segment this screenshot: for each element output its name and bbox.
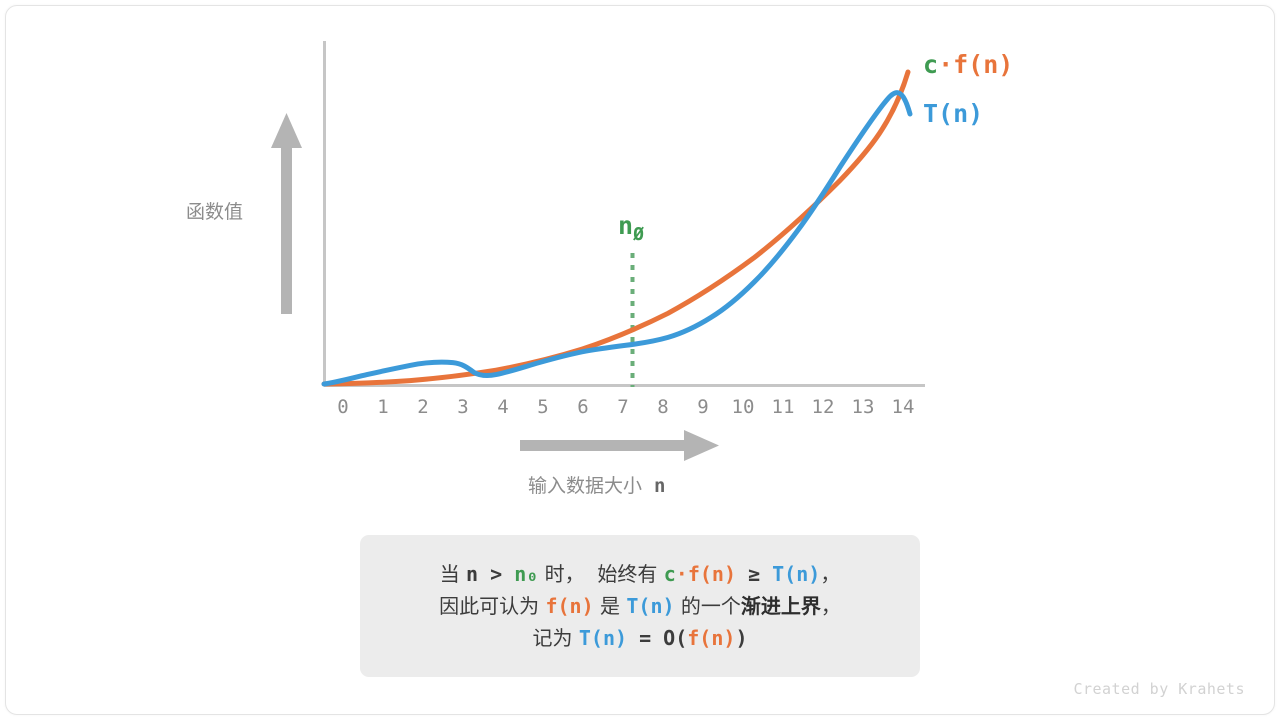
legend-c-symbol: c [923,50,939,79]
note-line: 记为 T(n) = O(f(n)) [532,625,748,650]
note-run: ， [820,561,841,586]
n0-label-subscript: Ø [633,224,644,245]
y-direction-arrow-icon [271,113,302,314]
note-run: c [663,561,676,586]
x-axis-caption-var: n [654,475,666,497]
legend-item-t-n: T(n) [923,99,984,128]
note-run: ·f(n) [675,561,737,586]
note-run: ≥ [736,561,773,586]
note-run: 记为 [532,625,579,650]
x-tick-label: 6 [577,396,589,418]
note-run: 的一个 [674,593,741,618]
note-run: f(n) [687,625,736,650]
note-run: 渐进上界 [740,593,821,618]
n0-label-base: n [618,211,634,240]
x-tick-label: 9 [697,396,709,418]
x-axis-caption: 输入数据大小 n [528,477,665,496]
note-run: n₀ [514,561,539,586]
legend-f-n-symbol: ·f(n) [938,50,1014,79]
curve-c-f-n [321,69,911,387]
note-run: T(n) [578,625,628,650]
n0-marker-label: nØ [618,213,644,244]
note-run: ， [820,593,841,618]
note-line: 因此可认为 f(n) 是 T(n) 的一个渐进上界， [439,593,841,618]
note-run: 是 [593,593,627,618]
note-run: 当 [439,561,467,586]
x-tick-label: 13 [851,396,875,418]
credit-text: Created by Krahets [1073,680,1245,698]
note-run: > [478,561,515,586]
note-run: = [627,625,664,650]
x-tick-label: 14 [891,396,915,418]
x-axis-caption-text: 输入数据大小 [528,475,643,497]
x-tick-label: 11 [771,396,795,418]
x-tick-label: 0 [337,396,349,418]
note-run: 时， 始终有 [538,561,664,586]
x-tick-label: 12 [811,396,835,418]
x-tick-label: 5 [537,396,549,418]
note-run: n [466,561,479,586]
y-axis-caption: 函数值 [186,201,244,223]
note-run: ) [735,625,748,650]
note-line: 当 n > n₀ 时， 始终有 c·f(n) ≥ T(n)， [439,561,841,586]
x-tick-label: 1 [377,396,389,418]
x-tick-label: 8 [657,396,669,418]
note-run: 因此可认为 [439,593,546,618]
note-run: f(n) [545,593,594,618]
note-run: T(n) [626,593,675,618]
note-run: T(n) [772,561,821,586]
x-tick-label: 7 [617,396,629,418]
x-tick-label: 3 [457,396,469,418]
x-tick-label: 10 [731,396,755,418]
x-direction-arrow-icon [520,430,719,461]
x-tick-label: 4 [497,396,509,418]
legend-item-c-f-n: c·f(n) [923,52,1013,77]
note-run: O( [663,625,688,650]
curve-t-n [321,90,913,387]
x-tick-label: 2 [417,396,429,418]
note-box: 当 n > n₀ 时， 始终有 c·f(n) ≥ T(n)， 因此可认为 f(n… [360,535,920,677]
